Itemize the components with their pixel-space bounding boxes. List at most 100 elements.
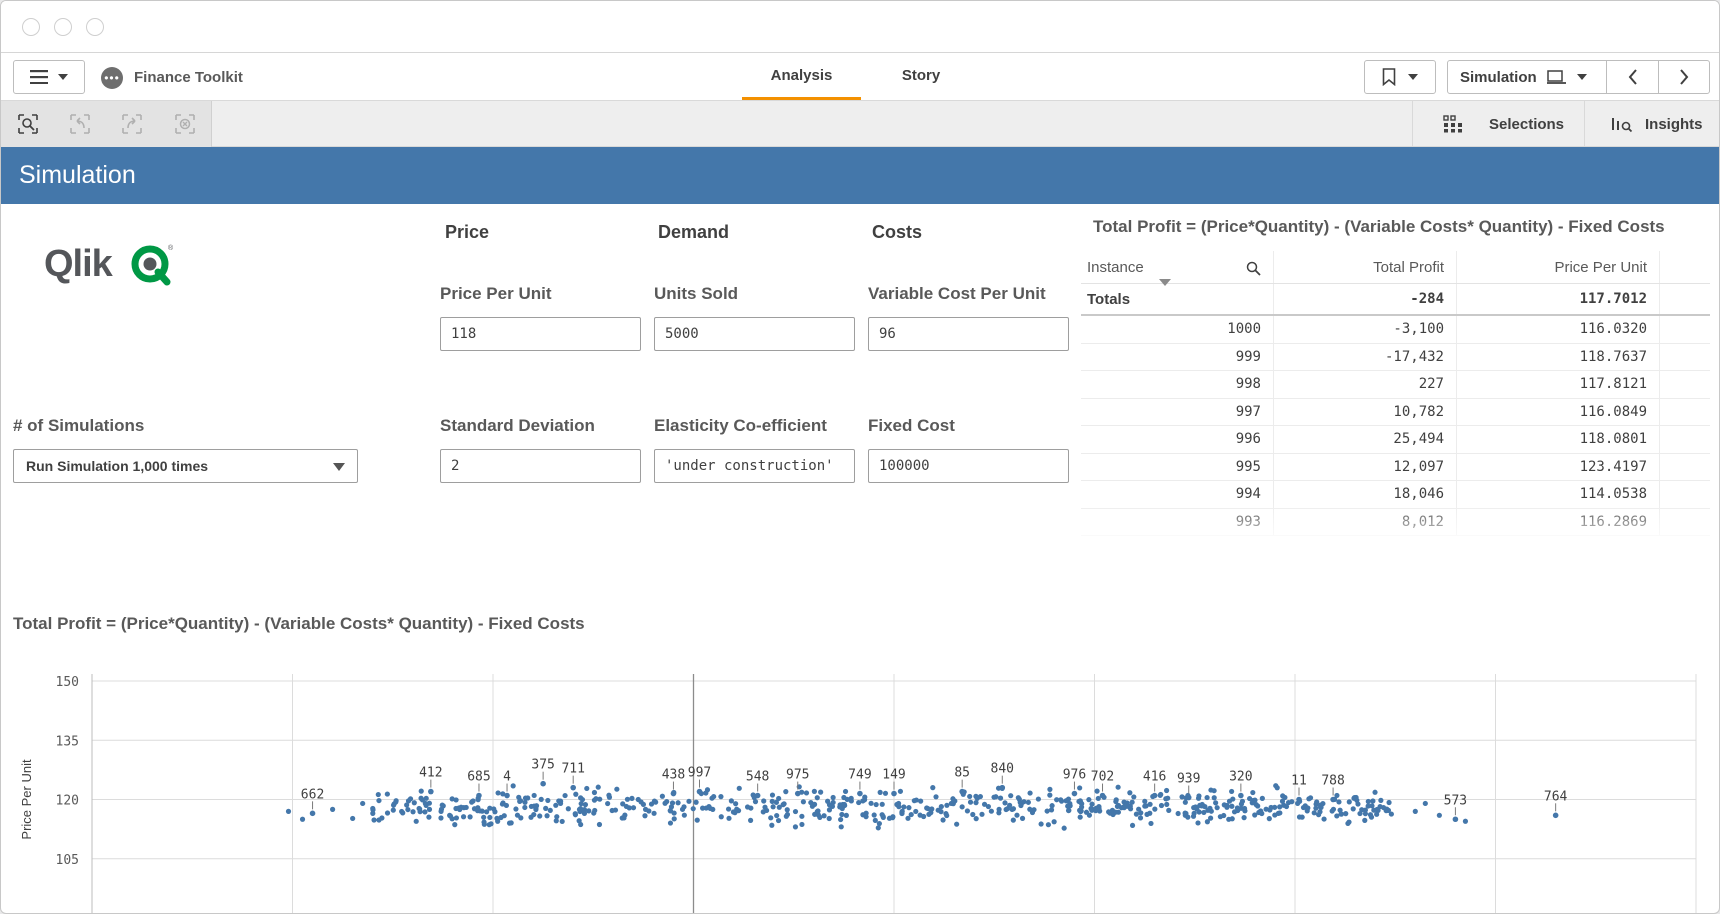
data-point[interactable] [605,800,611,807]
data-point[interactable] [1144,811,1150,817]
data-point[interactable] [510,783,516,789]
data-point[interactable] [938,809,944,815]
search-icon[interactable] [1246,261,1261,276]
data-point[interactable] [597,796,603,802]
data-point[interactable] [999,784,1006,791]
data-point[interactable] [792,824,799,830]
data-point[interactable] [559,818,565,825]
data-point[interactable] [1049,803,1055,809]
data-point[interactable] [612,807,619,813]
data-point[interactable] [573,791,579,797]
data-point[interactable] [565,806,571,812]
data-point[interactable] [667,808,674,814]
data-point[interactable] [815,808,821,814]
data-point[interactable] [794,790,801,797]
data-point[interactable] [614,786,620,792]
data-point[interactable] [1259,795,1265,801]
data-point[interactable] [630,805,637,811]
fixed-cost-input[interactable]: 100000 [868,449,1069,483]
data-point[interactable] [1346,799,1352,805]
data-point[interactable] [375,791,381,798]
data-point[interactable] [981,801,988,807]
data-point[interactable] [876,820,882,827]
data-point[interactable] [1051,819,1057,825]
data-point[interactable] [1182,799,1188,805]
data-point[interactable] [1114,803,1121,809]
data-point[interactable] [517,798,523,804]
data-point[interactable] [578,801,584,807]
data-point[interactable] [495,790,501,796]
data-point[interactable] [830,794,836,801]
data-point[interactable] [748,817,754,823]
data-point[interactable] [826,815,832,822]
data-point[interactable] [954,821,960,827]
data-point[interactable] [1129,799,1135,805]
data-point[interactable] [839,811,845,818]
data-point[interactable] [1229,803,1235,809]
data-point[interactable] [1095,795,1101,802]
data-point[interactable] [838,824,844,830]
data-point[interactable] [1077,814,1083,820]
data-point[interactable] [977,793,983,800]
data-point[interactable] [417,806,423,812]
data-point[interactable] [659,793,665,799]
data-point[interactable] [1330,796,1336,803]
data-point[interactable] [877,789,883,795]
data-point[interactable] [1164,787,1170,794]
data-point[interactable] [1329,808,1335,814]
data-point[interactable] [1115,784,1121,790]
simulations-dropdown[interactable]: Run Simulation 1,000 times [13,449,358,483]
data-point[interactable] [577,805,584,812]
data-point[interactable] [1112,809,1119,815]
table-row[interactable]: 996 25,494 118.0801 [1081,426,1710,454]
data-point[interactable] [411,800,417,806]
data-point[interactable] [476,792,482,799]
data-point[interactable] [1252,812,1258,818]
data-point[interactable] [769,798,775,804]
data-point[interactable] [531,792,537,799]
data-point[interactable] [770,804,776,810]
data-point[interactable] [371,817,377,823]
data-point[interactable] [638,799,644,805]
units-sold-input[interactable]: 5000 [654,317,855,351]
data-point[interactable] [376,817,382,823]
data-point[interactable] [1045,822,1052,828]
data-point[interactable] [1163,796,1169,802]
std-dev-input[interactable]: 2 [440,449,641,483]
data-point[interactable] [1158,802,1165,809]
data-point[interactable] [1316,812,1322,818]
data-point[interactable] [1008,793,1014,799]
window-minimize-button[interactable] [54,18,72,36]
data-point[interactable] [447,812,453,818]
data-point[interactable] [1285,799,1292,806]
data-point[interactable] [799,821,805,828]
data-point[interactable] [1131,794,1137,800]
data-point[interactable] [642,806,649,812]
data-point[interactable] [1065,807,1072,814]
data-point[interactable] [504,792,510,799]
data-point[interactable] [506,820,513,826]
tab-story[interactable]: Story [901,67,941,84]
data-point[interactable] [592,807,598,814]
data-point[interactable] [1388,811,1394,817]
data-point[interactable] [1372,789,1378,795]
data-point[interactable] [706,804,712,810]
data-point[interactable] [545,797,551,804]
data-point[interactable] [1368,814,1375,820]
data-point[interactable] [993,794,999,800]
data-point[interactable] [970,811,976,818]
data-point[interactable] [460,814,467,820]
data-point[interactable] [938,803,944,810]
data-point[interactable] [1113,798,1119,805]
data-point[interactable] [768,815,774,821]
data-point[interactable] [838,816,844,823]
data-point[interactable] [1199,801,1205,808]
data-point[interactable] [538,796,544,802]
data-point[interactable] [856,799,862,806]
data-point[interactable] [1213,800,1219,806]
data-point[interactable] [405,806,411,813]
data-point[interactable] [1255,803,1261,809]
data-point[interactable] [1044,808,1050,814]
data-point[interactable] [868,800,874,806]
data-point[interactable] [487,805,493,811]
